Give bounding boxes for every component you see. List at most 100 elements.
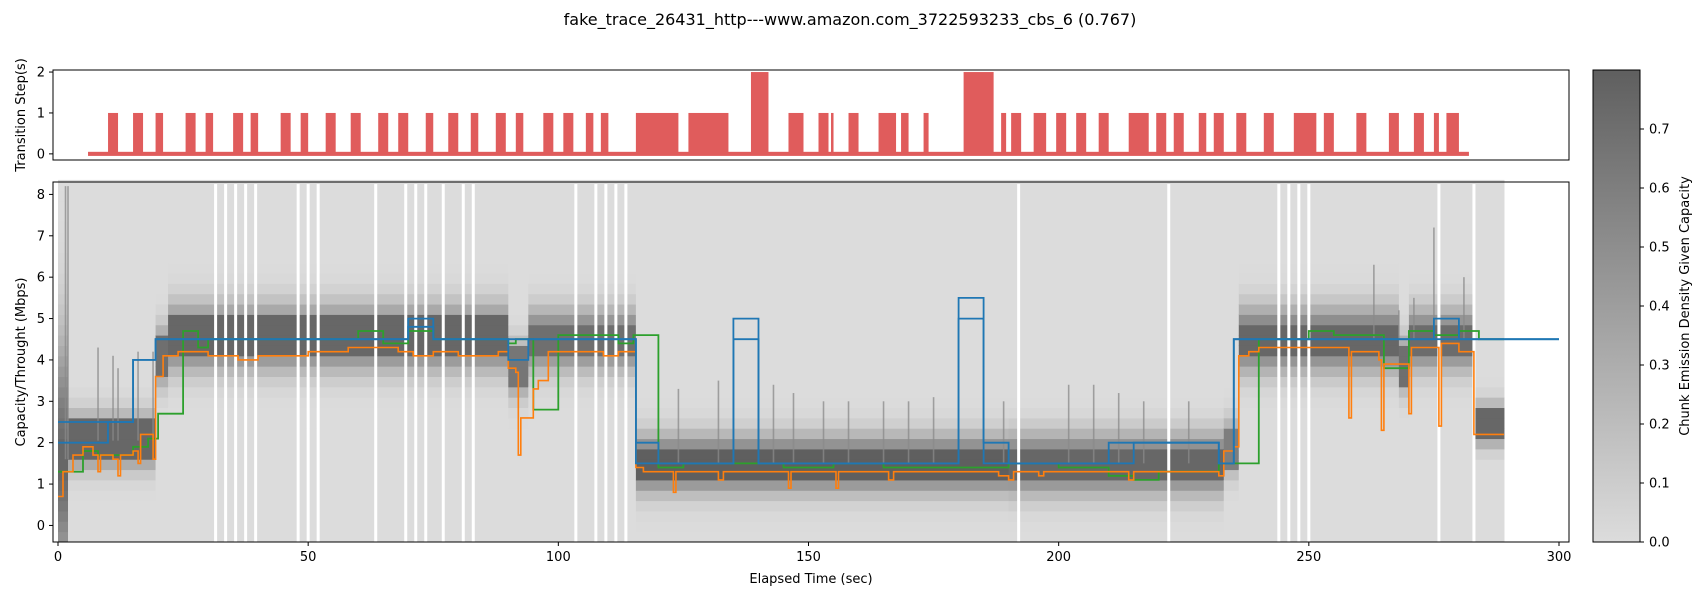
heatmap-cell — [1238, 490, 1400, 502]
heatmap-cell — [1008, 438, 1225, 450]
heatmap-cell — [58, 366, 69, 377]
heatmap-gap — [374, 184, 378, 542]
heatmap-cell — [528, 355, 637, 367]
heatmap-gap — [414, 184, 418, 542]
heatmap-cell — [1398, 397, 1410, 409]
heatmap-cell — [1398, 210, 1410, 222]
heatmap-cell — [168, 273, 509, 284]
heatmap-spike — [1002, 401, 1005, 464]
capacity-y-tick-label: 8 — [37, 188, 45, 203]
heatmap-cell — [1473, 521, 1505, 533]
heatmap-cell — [635, 179, 1010, 191]
transition-bar — [280, 112, 291, 154]
heatmap-cell — [508, 242, 529, 253]
transition-bar — [155, 112, 164, 154]
heatmap-cell — [1473, 210, 1505, 222]
heatmap-cell — [68, 510, 157, 522]
capacity-panel: 0 50 100 150 200 250 300 0 1 2 3 4 5 6 7 8 Elapsed Tim… — [14, 179, 1571, 587]
heatmap-cell — [155, 231, 169, 243]
heatmap-cell — [1223, 510, 1240, 522]
heatmap-cell — [1473, 314, 1505, 326]
heatmap-cell — [1008, 210, 1225, 222]
heatmap-cell — [508, 221, 529, 233]
capacity-y-tick-label: 3 — [37, 395, 45, 410]
heatmap-cell — [635, 521, 1010, 533]
heatmap-cell — [1238, 417, 1400, 429]
colorbar-tick-label: 0.3 — [1649, 359, 1670, 374]
heatmap-spike — [1067, 384, 1070, 464]
heatmap-cell — [1223, 262, 1240, 274]
heatmap-cell — [168, 200, 509, 212]
heatmap-cell — [68, 376, 157, 388]
capacity-y-tick-label: 4 — [37, 353, 45, 368]
heatmap-cell — [1473, 366, 1505, 377]
heatmap-cell — [1473, 221, 1505, 233]
heatmap-cell — [635, 469, 1010, 481]
heatmap-cell — [1223, 438, 1240, 450]
heatmap-cell — [1473, 293, 1505, 305]
transition-bar — [901, 112, 909, 154]
heatmap-cell — [58, 283, 69, 295]
heatmap-spike — [152, 351, 154, 441]
heatmap-cell — [58, 345, 69, 357]
heatmap-cell — [168, 283, 509, 295]
capacity-throughput-lines — [58, 297, 1559, 498]
heatmap-cell — [1398, 531, 1410, 543]
heatmap-cell — [528, 314, 637, 326]
heatmap-cell — [1408, 438, 1475, 450]
heatmap-cell — [1473, 510, 1505, 522]
transition-bar — [750, 72, 769, 154]
heatmap-gap — [224, 184, 228, 542]
heatmap-cell — [68, 179, 157, 191]
heatmap-cell — [1008, 500, 1225, 512]
heatmap-cell — [635, 252, 1010, 264]
series-line-bitrate — [58, 330, 1504, 481]
heatmap-cell — [58, 293, 69, 305]
heatmap-cell — [1473, 479, 1505, 491]
heatmap-cell — [1473, 531, 1505, 543]
heatmap-cell — [58, 179, 69, 191]
heatmap-gap — [614, 184, 618, 542]
capacity-y-tick-label: 5 — [37, 312, 45, 327]
heatmap-cell — [635, 304, 1010, 315]
heatmap-cell — [68, 221, 157, 233]
heatmap-cell — [635, 366, 1010, 377]
heatmap-cell — [1473, 345, 1505, 357]
heatmap-cell — [1408, 469, 1475, 481]
heatmap-cell — [155, 200, 169, 212]
heatmap-cell — [58, 355, 69, 367]
heatmap-cell — [155, 366, 169, 377]
heatmap-cell — [1223, 407, 1240, 419]
capacity-x-tick-label: 100 — [546, 550, 571, 565]
heatmap-cell — [58, 386, 69, 398]
transition-plot-frame — [52, 69, 1570, 161]
heatmap-cell — [58, 200, 69, 212]
capacity-x-tick-label: 150 — [796, 550, 821, 565]
heatmap-cell — [155, 283, 169, 295]
heatmap-cell — [1238, 231, 1400, 243]
heatmap-cell — [1473, 273, 1505, 284]
heatmap-cell — [168, 521, 509, 533]
heatmap-cell — [1408, 500, 1475, 512]
heatmap-cell — [1238, 428, 1400, 440]
heatmap-cell — [635, 376, 1010, 388]
heatmap-cell — [1398, 510, 1410, 522]
heatmap-cell — [168, 221, 509, 233]
heatmap-cell — [1408, 490, 1475, 502]
transition-bar — [448, 112, 459, 154]
heatmap-cell — [155, 345, 169, 357]
heatmap-cell — [1398, 521, 1410, 533]
heatmap-cell — [1398, 262, 1410, 274]
heatmap-cell — [1473, 335, 1505, 346]
heatmap-cell — [528, 335, 637, 346]
heatmap-spike — [717, 380, 720, 464]
heatmap-spike — [1142, 401, 1145, 464]
heatmap-cell — [1223, 221, 1240, 233]
heatmap-cell — [1398, 221, 1410, 233]
heatmap-cell — [68, 438, 157, 450]
heatmap-cell — [68, 324, 157, 336]
heatmap-cell — [508, 345, 529, 357]
heatmap-cell — [1408, 314, 1475, 326]
heatmap-cell — [1238, 190, 1400, 202]
heatmap-cell — [1008, 459, 1225, 471]
